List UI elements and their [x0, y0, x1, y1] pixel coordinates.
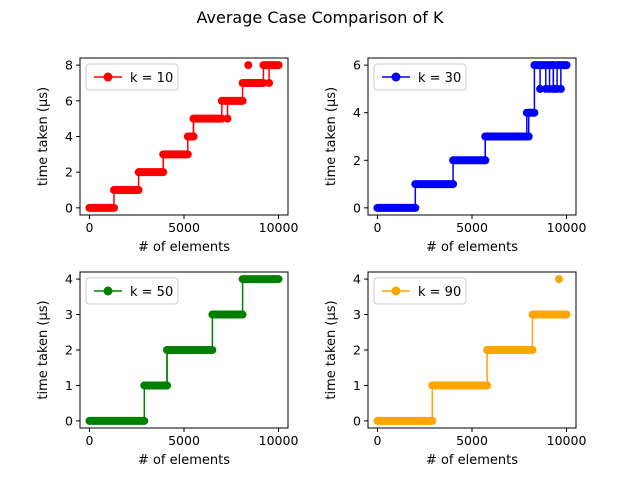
x-axis-label: # of elements	[138, 453, 230, 468]
series-line-group	[85, 275, 283, 425]
x-tick-label: 0	[373, 433, 381, 448]
y-axis-label: time taken (μs)	[36, 87, 51, 186]
x-tick-label: 10000	[259, 433, 299, 448]
y-tick-label: 2	[65, 343, 73, 358]
x-axis-label: # of elements	[138, 240, 230, 255]
legend: k = 30	[373, 63, 467, 91]
figure-title: Average Case Comparison of K	[197, 8, 444, 27]
y-tick-label: 2	[65, 165, 73, 180]
series-outlier-marker	[244, 61, 253, 70]
series-marker	[162, 381, 171, 390]
x-tick-label: 0	[85, 433, 93, 448]
legend-label: k = 50	[130, 285, 173, 300]
y-tick-label: 1	[65, 378, 73, 393]
legend-marker	[103, 72, 113, 82]
series-marker	[536, 84, 545, 93]
subplot-k10: 0 5000 10000 0 2 4 6 8 # of elements time taken (…	[36, 57, 299, 255]
x-tick-label: 5000	[168, 220, 200, 235]
x-tick-label: 0	[373, 220, 381, 235]
series-marker	[223, 114, 232, 123]
subplot-k50: 0 5000 10000 0 1 2 3 4 # of elements time taken (…	[36, 271, 299, 468]
x-axis-label: # of elements	[426, 240, 518, 255]
y-axis-label: time taken (μs)	[324, 300, 339, 399]
x-tick-label: 5000	[456, 220, 488, 235]
x-tick-label: 10000	[259, 220, 299, 235]
legend-box	[85, 63, 179, 91]
series-marker	[556, 84, 565, 93]
x-axis-label: # of elements	[426, 453, 518, 468]
legend-label: k = 90	[418, 285, 461, 300]
y-tick-label: 2	[353, 153, 361, 168]
y-axis-label: time taken (μs)	[324, 87, 339, 186]
series-line-group	[373, 61, 571, 212]
legend-label: k = 10	[130, 71, 173, 86]
y-tick-label: 3	[65, 307, 73, 322]
legend-box	[373, 63, 467, 91]
series-marker	[554, 310, 563, 319]
series-marker	[257, 78, 266, 87]
series-marker	[136, 168, 145, 177]
series-line-group	[373, 275, 571, 425]
series-marker	[189, 132, 198, 141]
x-tick-label: 0	[85, 220, 93, 235]
legend-marker	[391, 72, 401, 82]
legend: k = 90	[373, 277, 467, 305]
y-tick-label: 6	[353, 58, 361, 73]
y-tick-label: 2	[353, 343, 361, 358]
legend-box	[373, 277, 467, 305]
series-line	[377, 313, 567, 422]
y-tick-label: 4	[65, 129, 73, 144]
series-outlier-marker	[554, 275, 563, 284]
series-line-group	[85, 61, 283, 212]
series-marker	[545, 84, 554, 93]
y-tick-label: 6	[65, 93, 73, 108]
legend-marker	[103, 286, 113, 296]
legend: k = 50	[85, 277, 179, 305]
x-tick-label: 5000	[456, 433, 488, 448]
subplot-k30: 0 5000 10000 0 2 4 6 # of elements time taken (μ…	[324, 57, 587, 255]
y-tick-label: 3	[353, 307, 361, 322]
y-tick-label: 4	[353, 105, 361, 120]
y-tick-label: 0	[65, 413, 73, 428]
series-marker	[481, 156, 490, 165]
legend-label: k = 30	[418, 71, 461, 86]
y-tick-label: 8	[65, 58, 73, 73]
y-tick-label: 0	[353, 413, 361, 428]
legend-box	[85, 277, 179, 305]
series-marker	[524, 132, 533, 141]
series-marker	[161, 150, 170, 159]
x-tick-label: 10000	[547, 433, 587, 448]
y-tick-label: 0	[65, 200, 73, 215]
y-axis-label: time taken (μs)	[36, 300, 51, 399]
series-marker	[248, 78, 257, 87]
y-tick-label: 0	[353, 200, 361, 215]
y-tick-label: 4	[353, 272, 361, 287]
series-marker	[265, 78, 274, 87]
x-tick-label: 5000	[168, 433, 200, 448]
legend: k = 10	[85, 63, 179, 91]
y-tick-label: 4	[65, 272, 73, 287]
series-marker	[549, 61, 558, 70]
x-tick-label: 10000	[547, 220, 587, 235]
series-marker	[113, 186, 122, 195]
y-tick-label: 1	[353, 378, 361, 393]
subplot-k90: 0 5000 10000 0 1 2 3 4 # of elements time taken (…	[324, 271, 587, 468]
legend-marker	[391, 286, 401, 296]
